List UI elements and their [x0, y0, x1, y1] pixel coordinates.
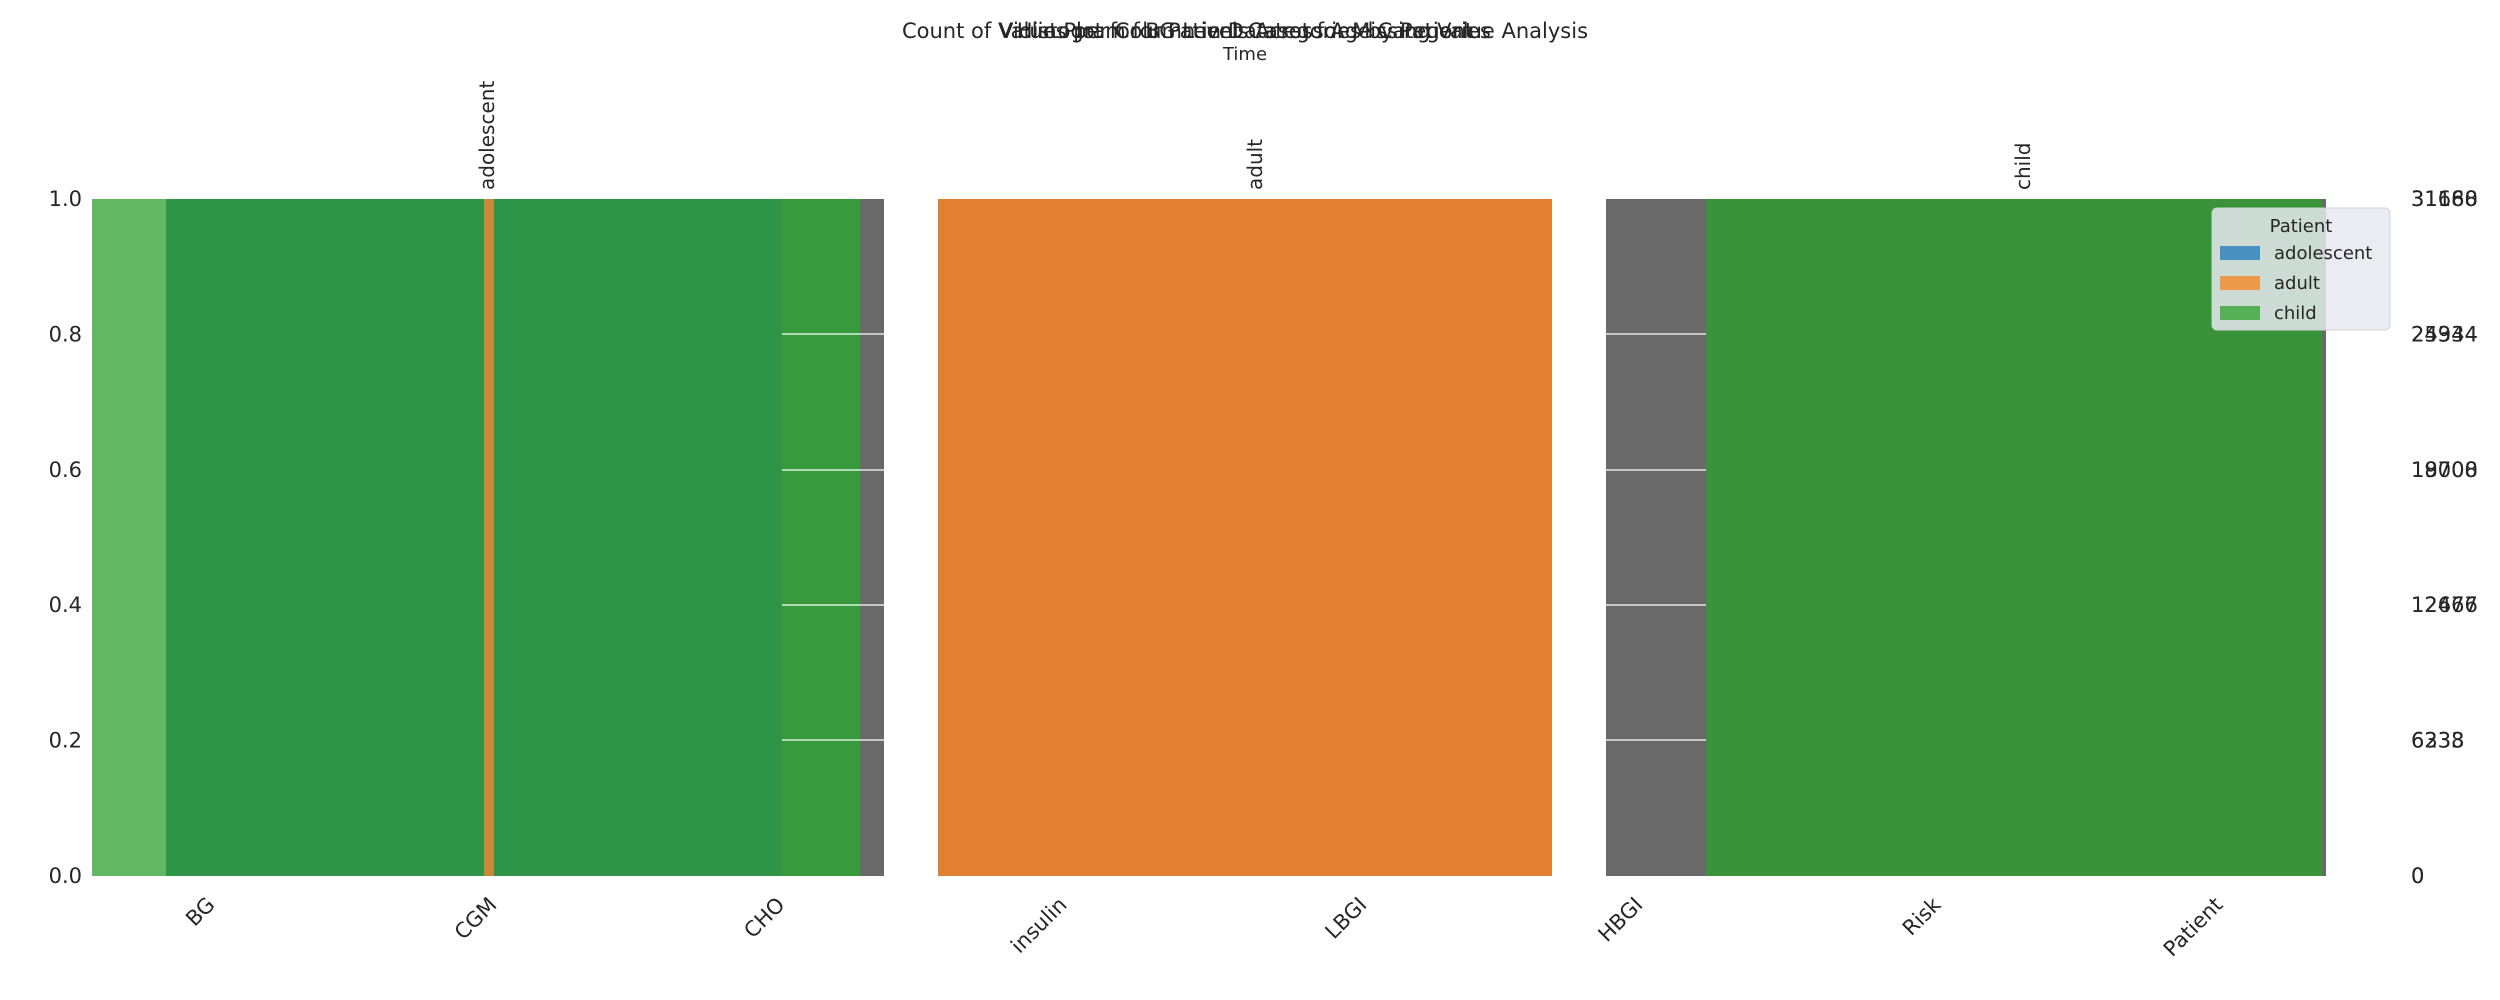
- right-axis-tick-label-overlap: 25344: [2411, 322, 2478, 346]
- adolescent-bar-adult-sliver: [484, 199, 494, 876]
- left-axis-tick-label: 0.8: [49, 322, 82, 346]
- right-axis-tick-label: 0: [2411, 864, 2424, 888]
- right-axis-tick-label: 24934: [2411, 322, 2478, 346]
- right-axis-tick-label: 31168: [2411, 187, 2478, 211]
- legend-title: Patient: [2270, 216, 2333, 237]
- right-axis-tick-label-overlap: 12676: [2411, 593, 2478, 617]
- facet-label-adolescent: adolescent: [475, 81, 499, 190]
- right-axis-tick-label: 18700: [2411, 458, 2478, 482]
- legend-box: [2211, 207, 2391, 331]
- left-axis-tick-label: 1.0: [49, 187, 82, 211]
- count-bar-adolescent-edge: [860, 199, 884, 876]
- right-axis-tick-label: 12467: [2411, 593, 2478, 617]
- top-axis-label: Time: [1222, 44, 1267, 65]
- right-axis-tick-label: 6233: [2411, 729, 2464, 753]
- facet-label-adult: adult: [1243, 139, 1267, 190]
- legend-swatch-child: [2220, 306, 2260, 320]
- right-axis-tick-label-overlap: 6338: [2411, 729, 2464, 753]
- left-axis-tick-label: 0.0: [49, 864, 82, 888]
- x-tick-label-lbgi: LBGI: [1320, 893, 1371, 944]
- x-tick-label-cgm: CGM: [450, 893, 502, 945]
- left-y-axis: 0.0 0.2 0.4 0.6 0.8 1.0: [49, 187, 82, 888]
- x-axis: BG CGM CHO insulin LBGI HBGI Risk Patient: [181, 892, 2227, 961]
- right-axis-tick-label-overlap: 31680: [2411, 187, 2478, 211]
- adolescent-bar-main-left: [166, 199, 484, 876]
- chart-title-1: Count of Values per Column in Dataset fo…: [902, 19, 1588, 43]
- right-axis-tick-label-overlap: 19008: [2411, 458, 2478, 482]
- legend-swatch-adult: [2220, 276, 2260, 290]
- adolescent-bar-main-right: [494, 199, 782, 876]
- chart-title-2: Violin Plot for BG Levels Across Age Cat…: [999, 19, 1491, 43]
- legend: Patient adolescent adult child: [2211, 207, 2391, 331]
- titles: Count of Values per Column in Dataset fo…: [902, 19, 1588, 65]
- facet-adolescent: adolescent: [92, 81, 884, 876]
- count-bar-child-edge: [2322, 199, 2326, 876]
- left-axis-tick-label: 0.6: [49, 458, 82, 482]
- x-tick-label-bg: BG: [181, 893, 219, 931]
- facet-adult: adult: [938, 139, 1552, 876]
- x-tick-label-risk: Risk: [1898, 892, 1946, 940]
- chart-title-3: Histogram for Patient Categories by Pati…: [1017, 19, 1473, 43]
- right-axis-tick-label-overlap: 0: [2411, 864, 2424, 888]
- x-tick-label-insulin: insulin: [1006, 893, 1071, 958]
- count-bar-child-left: [1606, 199, 1706, 876]
- adolescent-bar-light: [92, 199, 166, 876]
- x-tick-label-cho: CHO: [739, 893, 789, 943]
- left-axis-tick-label: 0.2: [49, 729, 82, 753]
- legend-label-adolescent: adolescent: [2274, 243, 2372, 264]
- x-tick-label-hbgi: HBGI: [1594, 893, 1648, 947]
- facet-label-child: child: [2011, 143, 2035, 190]
- x-tick-label-patient: Patient: [2159, 893, 2228, 962]
- left-axis-tick-label: 0.4: [49, 593, 82, 617]
- right-y-axis: 0062336338124671267618700190082493425344…: [2411, 187, 2478, 888]
- adult-bar: [938, 199, 1552, 876]
- adolescent-bar-cho: [782, 199, 860, 876]
- legend-label-child: child: [2274, 303, 2317, 324]
- facet-child: child: [1606, 143, 2326, 876]
- legend-swatch-adolescent: [2220, 246, 2260, 260]
- legend-label-adult: adult: [2274, 273, 2320, 294]
